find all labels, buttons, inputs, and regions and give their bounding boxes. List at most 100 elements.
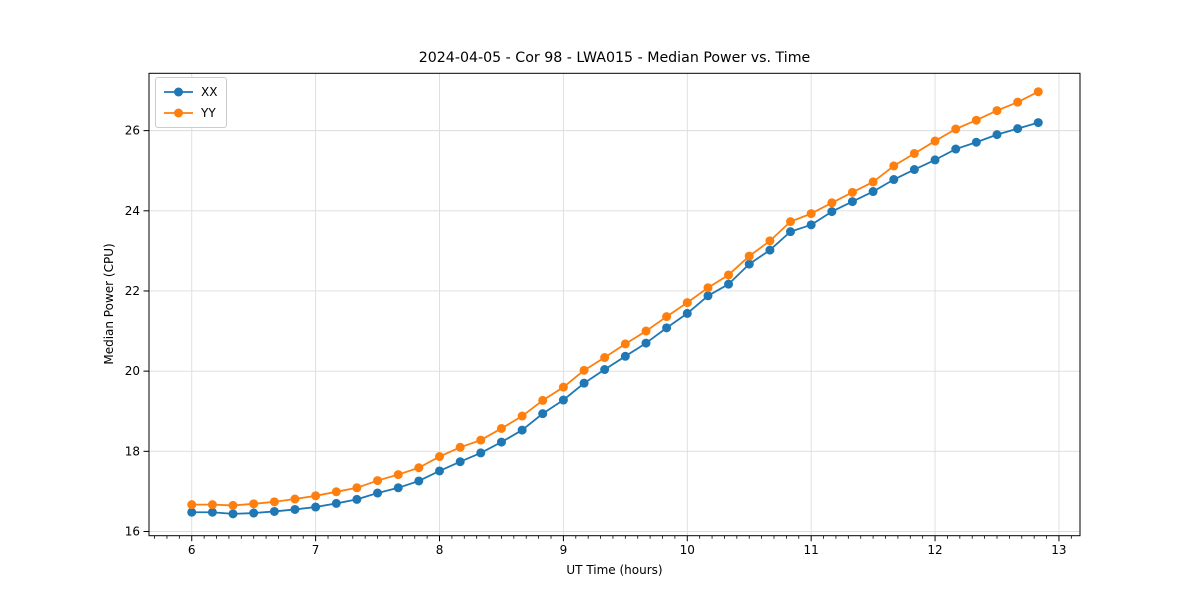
data-point-yy: [331, 487, 341, 497]
data-point-xx: [703, 291, 713, 301]
data-point-yy: [496, 423, 506, 433]
data-point-yy: [187, 500, 197, 510]
data-point-xx: [352, 494, 362, 504]
y-tick-label: 20: [125, 364, 140, 378]
data-point-xx: [868, 187, 878, 197]
data-point-yy: [682, 298, 692, 308]
y-tick-label: 22: [125, 284, 140, 298]
data-point-yy: [558, 382, 568, 392]
data-point-yy: [269, 497, 279, 507]
legend: XX YY: [155, 77, 228, 128]
data-point-yy: [207, 500, 217, 510]
data-point-xx: [951, 144, 961, 154]
data-point-xx: [909, 165, 919, 175]
data-point-xx: [620, 351, 630, 361]
data-point-yy: [393, 470, 403, 480]
data-point-yy: [620, 339, 630, 349]
data-point-xx: [187, 507, 197, 517]
data-point-yy: [909, 148, 919, 158]
y-tick-label: 24: [125, 204, 140, 218]
data-point-yy: [971, 115, 981, 125]
y-axis-label: Median Power (CPU): [102, 243, 116, 365]
plot-spines: [148, 72, 1081, 537]
x-tick-label: 9: [560, 543, 568, 557]
data-point-yy: [600, 353, 610, 363]
data-point-yy: [951, 124, 961, 134]
data-point-yy: [889, 161, 899, 171]
data-point-yy: [930, 136, 940, 146]
data-point-xx: [290, 504, 300, 514]
data-point-xx: [971, 137, 981, 147]
x-tick-label: 7: [312, 543, 320, 557]
data-point-xx: [641, 338, 651, 348]
data-point-yy: [517, 411, 527, 421]
data-point-yy: [641, 326, 651, 336]
data-point-xx: [414, 476, 424, 486]
legend-line-sample-yy: [164, 108, 193, 118]
data-point-yy: [662, 312, 672, 322]
data-point-xx: [538, 409, 548, 419]
data-point-xx: [847, 197, 857, 207]
data-point-yy: [868, 177, 878, 187]
data-point-xx: [455, 457, 465, 467]
data-point-xx: [373, 488, 383, 498]
x-tick-label: 8: [436, 543, 444, 557]
data-point-xx: [496, 437, 506, 447]
data-point-yy: [1013, 97, 1023, 107]
data-point-xx: [930, 155, 940, 165]
y-tick-label: 16: [125, 524, 140, 538]
data-point-yy: [352, 483, 362, 493]
data-point-xx: [269, 506, 279, 516]
data-point-xx: [785, 227, 795, 237]
legend-label-yy: YY: [201, 106, 216, 120]
x-tick-label: 12: [927, 543, 942, 557]
data-point-yy: [992, 106, 1002, 116]
data-point-yy: [249, 499, 259, 509]
data-point-yy: [435, 452, 445, 462]
y-tick-label: 26: [125, 124, 140, 138]
data-point-yy: [579, 365, 589, 375]
data-point-xx: [765, 245, 775, 255]
legend-line-sample-xx: [164, 87, 193, 97]
data-point-yy: [827, 198, 837, 208]
data-point-yy: [455, 442, 465, 452]
series-line-xx: [191, 121, 1039, 515]
data-point-yy: [765, 236, 775, 246]
x-axis-label: UT Time (hours): [566, 563, 663, 577]
data-point-xx: [827, 207, 837, 217]
data-point-yy: [744, 251, 754, 261]
data-point-yy: [806, 209, 816, 219]
data-point-yy: [290, 494, 300, 504]
data-point-xx: [662, 323, 672, 333]
data-point-xx: [393, 483, 403, 493]
data-point-yy: [538, 395, 548, 405]
data-point-xx: [682, 308, 692, 318]
data-point-yy: [414, 463, 424, 473]
data-point-xx: [517, 425, 527, 435]
data-point-xx: [435, 466, 445, 476]
data-point-yy: [847, 187, 857, 197]
data-point-xx: [331, 498, 341, 508]
y-tick-label: 18: [125, 444, 140, 458]
data-point-xx: [228, 509, 238, 519]
data-point-yy: [785, 217, 795, 227]
data-point-xx: [992, 130, 1002, 140]
data-point-xx: [249, 508, 259, 518]
data-point-xx: [744, 259, 754, 269]
legend-item-yy: YY: [163, 103, 217, 123]
x-tick-label: 6: [188, 543, 196, 557]
data-point-yy: [1033, 87, 1043, 97]
legend-label-xx: XX: [201, 85, 218, 99]
data-point-xx: [889, 175, 899, 185]
x-tick-label: 13: [1051, 543, 1066, 557]
data-point-xx: [600, 365, 610, 375]
data-point-yy: [228, 500, 238, 510]
x-tick-label: 11: [804, 543, 819, 557]
data-point-xx: [806, 220, 816, 230]
x-tick-label: 10: [680, 543, 695, 557]
data-point-yy: [476, 435, 486, 445]
data-point-yy: [724, 270, 734, 280]
data-point-xx: [476, 448, 486, 458]
